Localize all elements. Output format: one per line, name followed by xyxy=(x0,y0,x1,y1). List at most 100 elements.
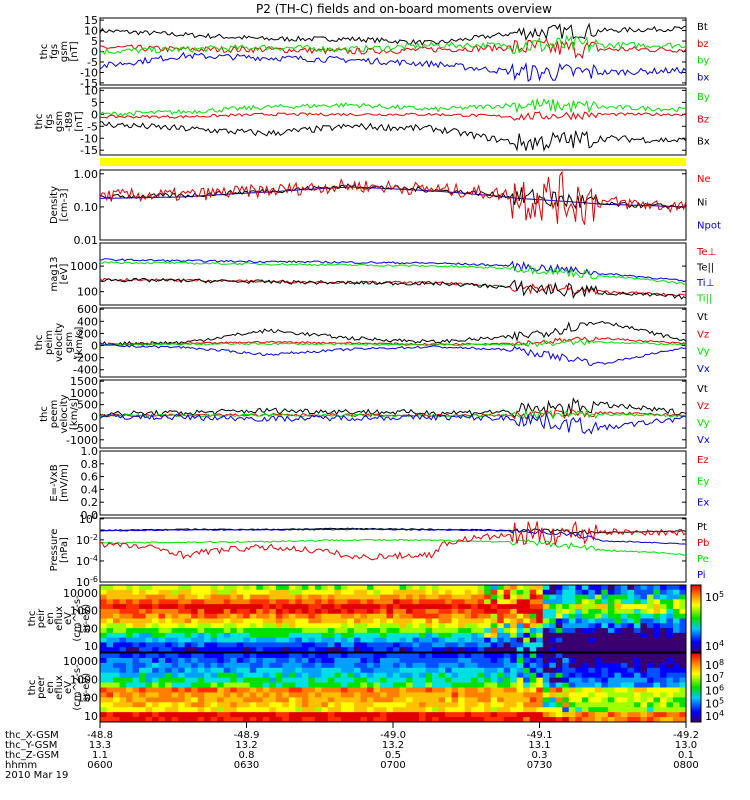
spectrogram-cell xyxy=(113,697,121,703)
spectrogram-cell xyxy=(458,604,466,610)
spectrogram-cell xyxy=(646,585,654,591)
spectrogram-cell xyxy=(360,672,368,679)
spectrogram-cell xyxy=(360,628,368,634)
spectrogram-cell xyxy=(451,687,459,693)
spectrogram-cell xyxy=(366,657,374,664)
spectrogram-cell xyxy=(614,599,622,605)
spectrogram-cell xyxy=(334,618,342,624)
spectrogram-cell xyxy=(419,608,427,615)
spectrogram-cell xyxy=(659,585,667,591)
spectrogram-cell xyxy=(653,637,661,643)
spectrogram-cell xyxy=(419,672,427,679)
spectrogram-cell xyxy=(516,707,524,713)
spectrogram-cell xyxy=(425,697,433,703)
spectrogram-cell xyxy=(171,672,179,679)
spectrogram-cell xyxy=(334,599,342,605)
spectrogram-cell xyxy=(288,585,296,591)
spectrogram-cell xyxy=(646,697,654,703)
spectrogram-cell xyxy=(373,642,381,648)
spectrogram-cell xyxy=(581,712,589,718)
spectrogram-cell xyxy=(301,717,309,723)
spectrogram-cell xyxy=(373,653,381,659)
spectrogram-cell xyxy=(256,687,264,693)
spectrogram-cell xyxy=(503,682,511,688)
spectrogram-cell xyxy=(542,637,550,643)
spectrogram-cell xyxy=(269,647,277,653)
spectrogram-cell xyxy=(451,604,459,610)
series-line-black xyxy=(99,320,687,347)
spectrogram-cell xyxy=(145,707,153,713)
spectrogram-cell xyxy=(178,589,186,596)
spectrogram-cell xyxy=(399,687,407,693)
spectrogram-cell xyxy=(165,697,173,703)
spectrogram-cell xyxy=(419,687,427,693)
spectrogram-cell xyxy=(165,653,173,659)
spectrogram-cell xyxy=(340,589,348,596)
y-tick-label: -5 xyxy=(87,120,98,133)
spectrogram-cell xyxy=(327,628,335,634)
spectrogram-cell xyxy=(653,657,661,664)
spectrogram-cell xyxy=(633,594,641,600)
spectrogram-cell xyxy=(393,672,401,679)
spectrogram-cell xyxy=(601,608,609,615)
spectrogram-cell xyxy=(464,677,472,684)
spectrogram-cell xyxy=(445,585,453,591)
spectrogram-cell xyxy=(503,667,511,674)
spectrogram-cell xyxy=(113,599,121,605)
spectrogram-cell xyxy=(464,647,472,653)
spectrogram-cell xyxy=(614,697,622,703)
spectrogram-cell xyxy=(119,677,127,684)
spectrogram-cell xyxy=(490,687,498,693)
spectrogram-cell xyxy=(640,653,648,659)
spectrogram-cell xyxy=(171,613,179,619)
y-axis-label: thc xyxy=(34,335,45,351)
spectrogram-cell xyxy=(438,672,446,679)
spectrogram-cell xyxy=(640,692,648,698)
panel-frame xyxy=(99,87,687,156)
spectrogram-cell xyxy=(301,642,309,648)
spectrogram-cell xyxy=(399,623,407,629)
spectrogram-cell xyxy=(679,653,687,659)
spectrogram-cell xyxy=(497,682,505,688)
spectrogram-cell xyxy=(126,697,134,703)
spectrogram-cell xyxy=(393,717,401,723)
spectrogram-cell xyxy=(139,697,147,703)
spectrogram-cell xyxy=(282,653,290,659)
spectrogram-cell xyxy=(627,585,635,591)
spectrogram-cell xyxy=(282,667,290,674)
spectrogram-cell xyxy=(152,662,160,669)
spectrogram-cell xyxy=(425,717,433,723)
y-tick-label: 15 xyxy=(84,14,98,27)
spectrogram-cell xyxy=(477,642,485,648)
spectrogram-cell xyxy=(184,653,192,659)
spectrogram-cell xyxy=(269,585,277,591)
spectrogram-cell xyxy=(230,667,238,674)
spectrogram-cell xyxy=(601,653,609,659)
spectrogram-cell xyxy=(321,585,329,591)
spectrogram-cell xyxy=(399,585,407,591)
spectrogram-cell xyxy=(666,653,674,659)
spectrogram-cell xyxy=(464,657,472,664)
spectrogram-cell xyxy=(334,662,342,669)
spectrogram-cell xyxy=(191,682,199,688)
spectrogram-cell xyxy=(497,677,505,684)
spectrogram-cell xyxy=(406,697,414,703)
spectrogram-cell xyxy=(360,642,368,648)
spectrogram-cell xyxy=(308,657,316,664)
spectrogram-cell xyxy=(549,623,557,629)
spectrogram-cell xyxy=(542,623,550,629)
spectrogram-cell xyxy=(679,687,687,693)
spectrogram-cell xyxy=(659,608,667,615)
spectrogram-cell xyxy=(523,594,531,600)
spectrogram-cell xyxy=(432,642,440,648)
spectrogram-cell xyxy=(659,604,667,610)
spectrogram-cell xyxy=(562,653,570,659)
spectrogram-cell xyxy=(458,717,466,723)
spectrogram-cell xyxy=(360,623,368,629)
spectrogram-cell xyxy=(510,692,518,698)
spectrogram-cell xyxy=(445,702,453,708)
spectrogram-cell xyxy=(659,618,667,624)
spectrogram-cell xyxy=(288,594,296,600)
spectrogram-cell xyxy=(529,657,537,664)
spectrogram-cell xyxy=(119,697,127,703)
